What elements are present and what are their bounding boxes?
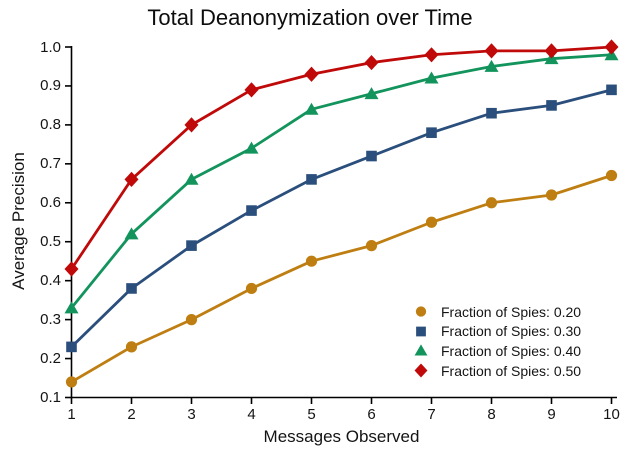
y-tick-label: 0.8	[40, 116, 61, 134]
data-point-square	[126, 283, 137, 294]
data-point-circle	[185, 314, 198, 326]
y-tick-label: 0.6	[40, 194, 61, 212]
data-point-diamond	[124, 171, 139, 188]
data-point-square	[306, 174, 317, 185]
y-tick-label: 0.5	[40, 233, 61, 251]
y-tick-label: 0.7	[40, 155, 61, 173]
y-tick-label: 1.0	[40, 38, 61, 56]
legend: Fraction of Spies: 0.20 Fraction of Spies…	[410, 302, 581, 380]
data-point-triangle	[124, 227, 139, 240]
y-ticks	[65, 46, 72, 399]
y-tick-label: 0.1	[40, 389, 61, 406]
x-tick-label: 6	[367, 406, 376, 423]
legend-marker-circle-icon	[415, 306, 427, 317]
data-point-diamond	[484, 43, 499, 59]
data-point-diamond	[64, 261, 79, 277]
data-point-diamond	[604, 39, 619, 55]
axes-spines	[70, 46, 617, 399]
legend-item: Fraction of Spies: 0.20	[410, 302, 581, 322]
data-point-square	[426, 127, 437, 138]
y-tick-label: 0.9	[40, 77, 61, 95]
data-point-square	[186, 240, 197, 251]
data-point-diamond	[184, 117, 199, 133]
data-point-circle	[365, 240, 378, 252]
data-point-diamond	[424, 47, 439, 63]
data-point-triangle	[184, 172, 199, 185]
legend-item-label: Fraction of Spies: 0.20	[441, 303, 582, 320]
series-line	[70, 53, 613, 310]
legend-glyph	[414, 344, 428, 356]
data-point-circle	[305, 255, 318, 267]
data-point-square	[486, 107, 497, 119]
series-square	[66, 84, 617, 353]
data-point-triangle	[64, 301, 79, 314]
data-point-square	[546, 100, 557, 111]
data-point-circle	[605, 169, 618, 182]
legend-item-label: Fraction of Spies: 0.40	[441, 342, 582, 359]
chart-title: Total Deanonymization over Time	[147, 5, 473, 30]
legend-glyph	[415, 306, 427, 317]
data-point-circle	[245, 282, 258, 295]
y-tick-label: 0.4	[40, 272, 61, 290]
x-tick-label: 9	[547, 406, 556, 423]
legend-marker-diamond-icon	[414, 363, 428, 378]
series-circle	[65, 169, 618, 388]
legend-item-label: Fraction of Spies: 0.30	[441, 323, 582, 340]
data-point-triangle	[304, 102, 319, 115]
x-tick-label: 3	[187, 406, 196, 423]
x-tick-label: 10	[603, 406, 620, 423]
data-point-triangle	[364, 87, 379, 100]
legend-item: Fraction of Spies: 0.30	[410, 322, 581, 342]
x-tick-label: 4	[247, 406, 256, 423]
series-triangle	[64, 48, 619, 314]
x-axis-label: Messages Observed	[263, 427, 420, 446]
data-point-square	[66, 341, 77, 353]
x-tick-label: 2	[127, 406, 136, 423]
data-point-diamond	[304, 66, 319, 82]
data-point-diamond	[364, 54, 379, 71]
x-tick-label: 1	[67, 406, 76, 423]
data-point-square	[606, 84, 617, 96]
data-point-diamond	[544, 43, 559, 59]
y-tick-label: 0.2	[40, 350, 61, 368]
legend-marker-triangle-icon	[414, 344, 428, 356]
data-point-circle	[545, 189, 558, 201]
series-line	[70, 88, 613, 349]
data-point-circle	[425, 216, 438, 228]
x-ticks	[70, 397, 613, 404]
data-point-triangle	[244, 141, 259, 154]
y-tick-label: 0.3	[40, 311, 61, 329]
data-point-square	[366, 150, 377, 162]
series-line	[70, 45, 613, 271]
series-diamond	[64, 39, 619, 277]
series-line	[70, 174, 613, 384]
x-tick-label: 8	[487, 406, 496, 423]
data-point-triangle	[484, 59, 499, 72]
legend-marker-square-icon	[416, 326, 426, 337]
legend-glyph	[416, 326, 426, 337]
legend-item-label: Fraction of Spies: 0.50	[441, 362, 582, 379]
data-point-circle	[65, 376, 78, 388]
legend-glyph	[414, 363, 428, 378]
legend-item: Fraction of Spies: 0.50	[410, 361, 581, 381]
data-point-circle	[485, 197, 498, 209]
x-tick-label: 7	[427, 406, 436, 423]
x-tick-label: 5	[307, 406, 316, 423]
data-point-circle	[125, 341, 138, 353]
data-point-triangle	[424, 71, 439, 84]
data-point-diamond	[244, 82, 259, 98]
data-point-square	[246, 205, 257, 216]
legend-item: Fraction of Spies: 0.40	[410, 341, 581, 361]
